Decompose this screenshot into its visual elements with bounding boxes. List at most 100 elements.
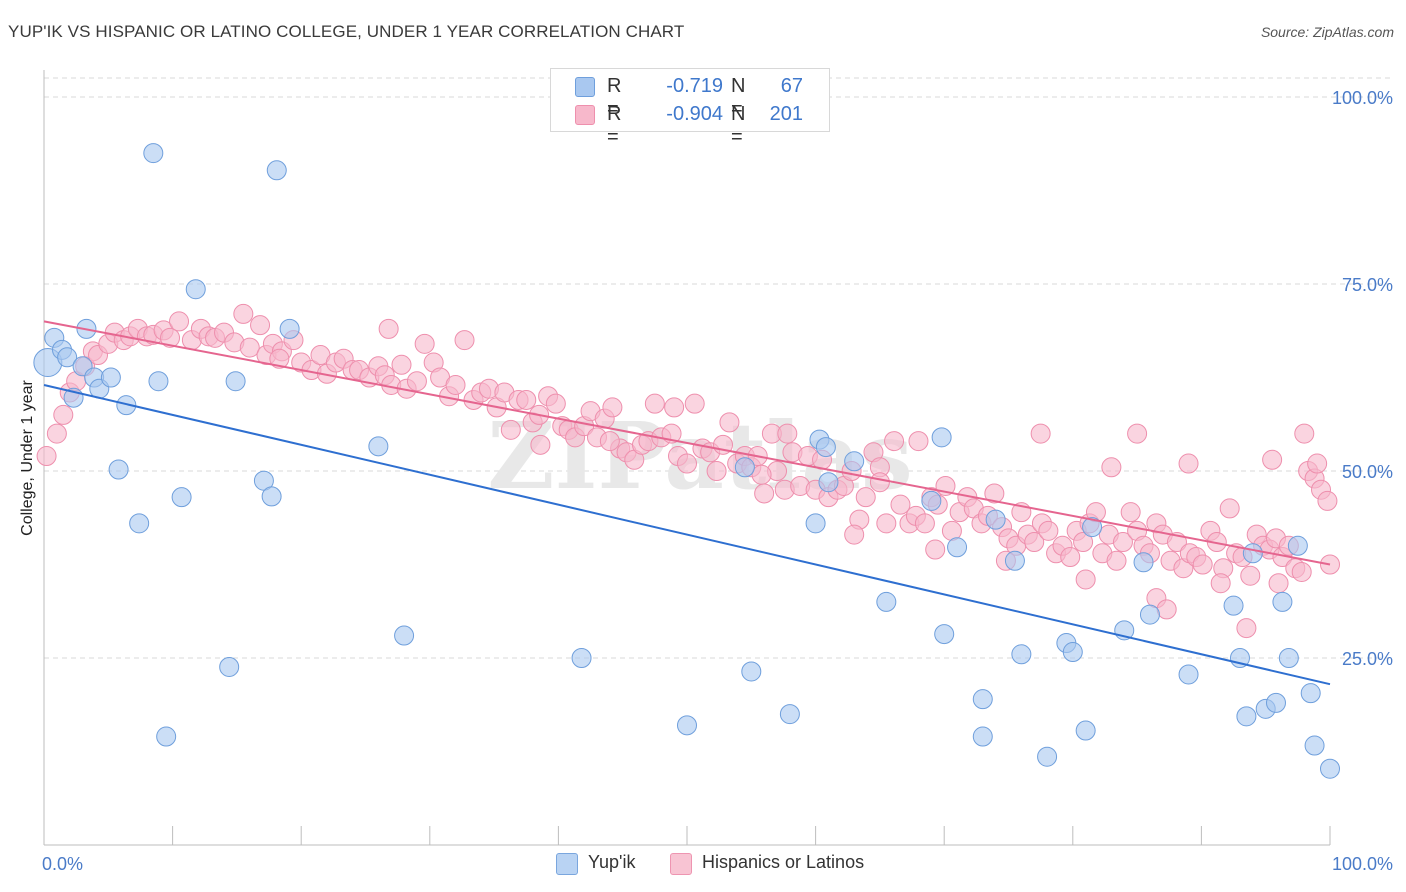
yupik-point <box>171 487 192 508</box>
x-tick-label: 100.0% <box>1332 854 1393 874</box>
hispanic-point <box>914 513 935 534</box>
yupik-point <box>1139 604 1160 625</box>
hispanic-point <box>1240 565 1261 586</box>
yupik-point <box>1082 517 1103 538</box>
yupik-point <box>279 318 300 339</box>
correlation-legend: R = -0.719 N = 67 R = -0.904 N = 201 <box>550 68 830 148</box>
hispanic-point <box>1127 423 1148 444</box>
yupik-point <box>1236 706 1257 727</box>
yupik-point <box>261 486 282 507</box>
hispanic-point <box>1291 561 1312 582</box>
legend-swatch-hispanic <box>575 105 595 125</box>
yupik-point <box>1037 746 1058 767</box>
hispanic-point <box>169 311 190 332</box>
hispanic-point <box>1317 490 1338 511</box>
r-label: R = <box>607 103 622 148</box>
n-label: N = <box>731 75 746 120</box>
yupik-point <box>921 490 942 511</box>
y-tick-label: 25.0% <box>1342 649 1393 669</box>
tick-label-layer: 25.0% 50.0% 75.0% 100.0% 0.0% 100.0% <box>42 88 1393 874</box>
hispanic-point <box>664 397 685 418</box>
hispanic-point <box>545 393 566 414</box>
series-legend: Yup'ik Hispanics or Latinos <box>0 852 1406 878</box>
hispanic-point <box>1030 423 1051 444</box>
hispanic-point <box>1106 550 1127 571</box>
yupik-point <box>779 704 800 725</box>
hispanic-point <box>160 327 181 348</box>
y-tick-label: 50.0% <box>1342 462 1393 482</box>
n-value: 201 <box>769 103 803 125</box>
hispanic-point <box>1073 532 1094 553</box>
hispanic-point <box>516 389 537 410</box>
hispanic-point <box>414 333 435 354</box>
yupik-point <box>368 436 389 457</box>
yupik-point <box>1272 591 1293 612</box>
yupik-point <box>148 371 169 392</box>
yupik-point <box>972 726 993 747</box>
hispanic-point <box>925 539 946 560</box>
hispanic-point <box>908 431 929 452</box>
yupik-point <box>129 513 150 534</box>
yupik-point <box>741 661 762 682</box>
yupik-point <box>1075 720 1096 741</box>
yupik-point <box>225 371 246 392</box>
hispanic-point <box>777 423 798 444</box>
yupik-point <box>805 513 826 534</box>
hispanic-point <box>233 303 254 324</box>
yupik-point <box>1242 543 1263 564</box>
hispanic-point <box>269 348 290 369</box>
yupik-point <box>931 427 952 448</box>
legend-swatch-yupik <box>556 853 578 875</box>
yupik-point <box>116 395 137 416</box>
yupik-point <box>219 656 240 677</box>
y-tick-label: 75.0% <box>1342 275 1393 295</box>
hispanic-point <box>36 446 57 467</box>
y-tick-label: 100.0% <box>1332 88 1393 108</box>
yupik-point <box>57 347 78 368</box>
yupik-point <box>1300 683 1321 704</box>
hispanic-trend-line <box>43 320 1331 566</box>
yupik-point <box>734 457 755 478</box>
hispanic-point <box>754 483 775 504</box>
yupik-point <box>876 591 897 612</box>
hispanic-point <box>602 397 623 418</box>
hispanic-point <box>391 354 412 375</box>
hispanic-point <box>884 431 905 452</box>
x-tick-label: 0.0% <box>42 854 83 874</box>
hispanic-point <box>599 431 620 452</box>
hispanic-point <box>644 393 665 414</box>
hispanic-point <box>1156 599 1177 620</box>
yupik-point <box>1304 735 1325 756</box>
r-value: -0.719 <box>666 75 723 97</box>
hispanic-point <box>1101 457 1122 478</box>
yupik-point <box>394 625 415 646</box>
r-label: R = <box>607 75 622 120</box>
yupik-point <box>1278 648 1299 668</box>
hispanic-point <box>1075 569 1096 590</box>
hispanic-point <box>844 524 865 545</box>
hispanic-point <box>719 412 740 433</box>
hispanic-point <box>1268 573 1289 594</box>
hispanic-point <box>1262 449 1283 470</box>
hispanic-point <box>869 472 890 493</box>
legend-swatch-yupik <box>575 77 595 97</box>
hispanic-point <box>1112 532 1133 553</box>
yupik-point <box>1011 644 1032 665</box>
legend-label-hispanic: Hispanics or Latinos <box>702 852 865 872</box>
hispanic-point <box>677 453 697 474</box>
hispanic-point <box>1219 498 1240 519</box>
hispanic-point <box>706 461 727 481</box>
source-label: Source: ZipAtlas.com <box>1260 24 1394 40</box>
hispanic-point <box>1307 453 1328 474</box>
hispanic-point <box>378 318 399 339</box>
yupik-point <box>1178 664 1199 685</box>
chart-title: YUP'IK VS HISPANIC OR LATINO COLLEGE, UN… <box>8 22 685 41</box>
yupik-point <box>156 726 177 747</box>
hispanic-point <box>1060 547 1081 568</box>
hispanic-point <box>500 419 521 440</box>
hispanic-point <box>250 315 271 336</box>
hispanic-point <box>1210 573 1231 594</box>
hispanic-point <box>46 423 67 444</box>
hispanic-point <box>890 494 911 515</box>
